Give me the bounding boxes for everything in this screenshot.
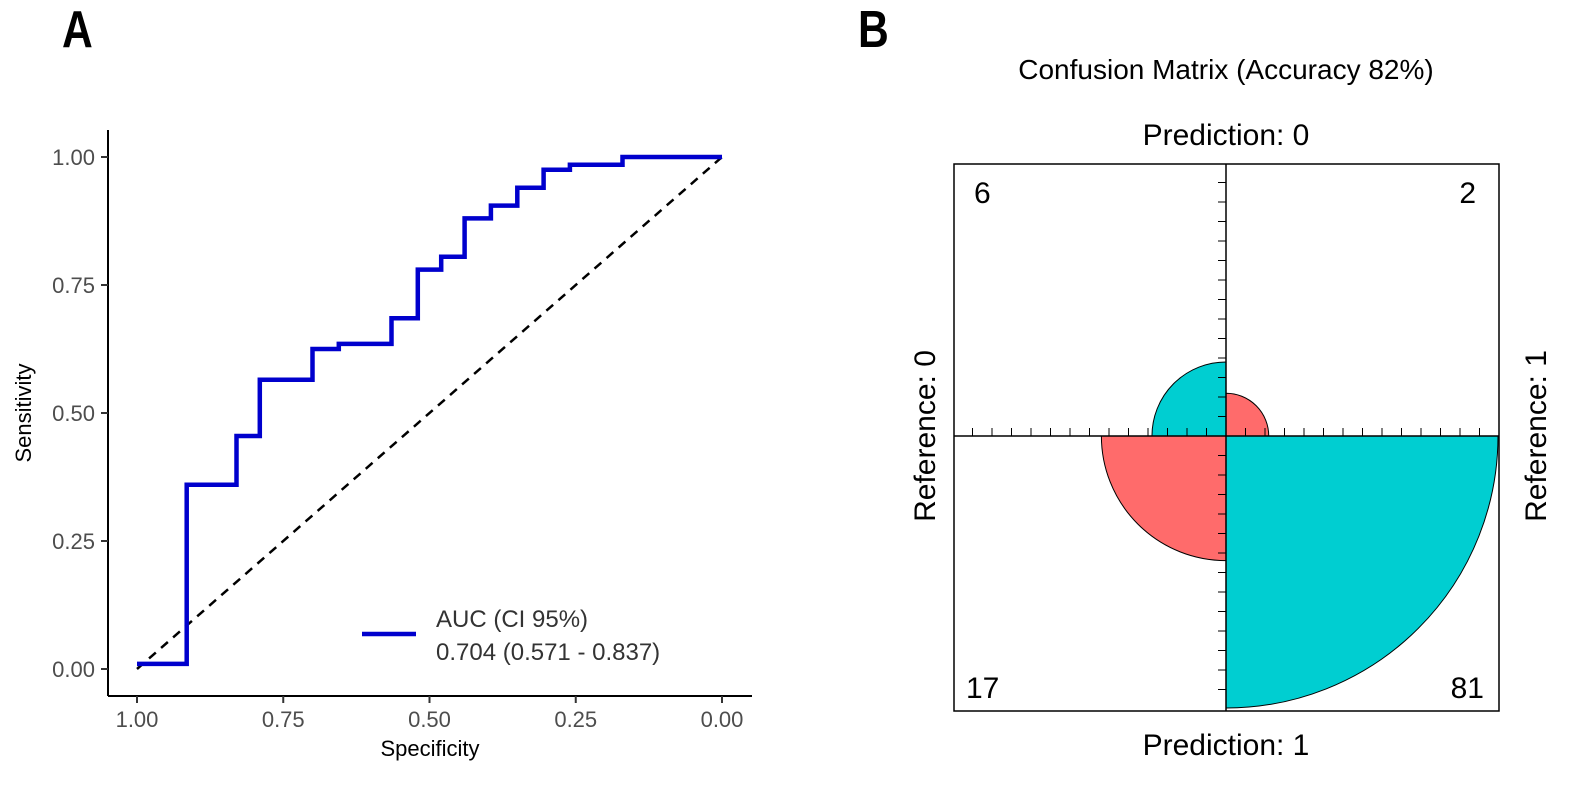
y-tick-label: 0.50 xyxy=(52,401,95,426)
roc-legend: AUC (CI 95%) 0.704 (0.571 - 0.837) xyxy=(362,606,660,666)
y-tick-label: 0.25 xyxy=(52,529,95,554)
count-bottom-left: 17 xyxy=(966,672,999,705)
count-top-right: 2 xyxy=(1459,177,1476,210)
panel-label-b: B xyxy=(858,1,889,59)
cell-bottom-left-sector xyxy=(1100,435,1227,562)
prediction-0-label: Prediction: 0 xyxy=(1143,119,1310,152)
matrix-axis-ticks xyxy=(972,182,1480,690)
cell-bottom-right-sector xyxy=(1225,435,1499,709)
legend-entry: 0.704 (0.571 - 0.837) xyxy=(436,639,660,666)
x-axis-title: Specificity xyxy=(380,736,479,761)
x-tick-label: 1.00 xyxy=(116,707,159,732)
y-tick-label: 0.00 xyxy=(52,657,95,682)
y-tick-label: 0.75 xyxy=(52,273,95,298)
confusion-matrix-title: Confusion Matrix (Accuracy 82%) xyxy=(1018,54,1433,85)
x-tick-label: 0.25 xyxy=(554,707,597,732)
count-bottom-right: 81 xyxy=(1451,672,1484,705)
panel-label-a: A xyxy=(62,1,93,59)
cell-top-left-sector xyxy=(1151,361,1227,437)
roc-ticks: 1.00 0.75 0.50 0.25 0.00 0.00 0.25 0.50 0.75 1.00 xyxy=(52,145,743,732)
reference-0-label: Reference: 0 xyxy=(909,350,942,522)
roc-chart: 1.00 0.75 0.50 0.25 0.000.000.250.500.751.00… xyxy=(11,130,752,761)
x-tick-label: 0.00 xyxy=(701,707,744,732)
cell-top-right-sector xyxy=(1225,392,1270,437)
y-tick-label: 1.00 xyxy=(52,145,95,170)
prediction-1-label: Prediction: 1 xyxy=(1143,729,1310,762)
legend-title: AUC (CI 95%) xyxy=(436,606,588,633)
confusion-matrix-chart: Confusion Matrix (Accuracy 82%) Predicti… xyxy=(909,54,1553,762)
chance-line xyxy=(136,156,723,670)
reference-1-label: Reference: 1 xyxy=(1520,350,1553,522)
y-axis-title: Sensitivity xyxy=(11,363,36,462)
x-tick-label: 0.75 xyxy=(262,707,305,732)
roc-curve-line xyxy=(137,154,722,667)
count-top-left: 6 xyxy=(974,177,991,210)
x-tick-label: 0.50 xyxy=(408,707,451,732)
